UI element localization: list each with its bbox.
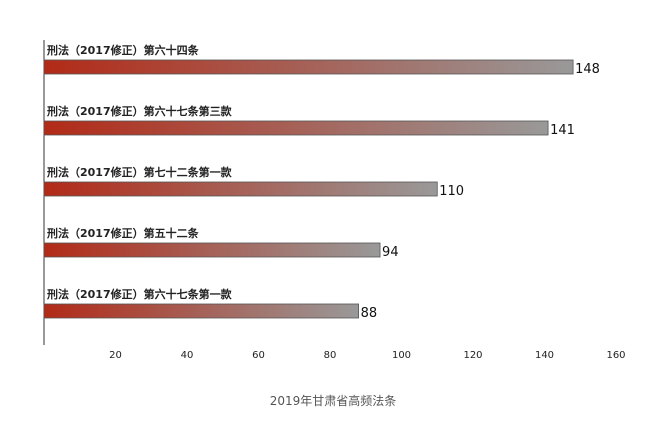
x-axis-title: 2019年甘肃省高频法条 [270,393,397,408]
x-tick-label: 80 [324,350,337,361]
bar [43,59,574,75]
category-label: 刑法（2017修正）第六十七条第一款 [47,287,233,301]
x-tick-label: 40 [181,350,194,361]
value-label: 110 [439,184,464,199]
bar [43,242,381,258]
value-label: 141 [550,123,575,138]
bar [43,303,360,319]
value-label: 148 [575,62,600,77]
bar [43,120,549,136]
x-tick-label: 20 [109,350,122,361]
x-tick-label: 60 [252,350,265,361]
bar [43,181,438,197]
category-label: 刑法（2017修正）第六十四条 [47,43,200,57]
category-label: 刑法（2017修正）第五十二条 [47,226,200,240]
x-tick-label: 160 [606,350,625,361]
x-tick-label: 140 [535,350,554,361]
category-label: 刑法（2017修正）第七十二条第一款 [47,165,233,179]
x-tick-label: 120 [463,350,482,361]
value-label: 94 [382,245,399,260]
category-label: 刑法（2017修正）第六十七条第三款 [47,104,233,118]
x-axis-ticks: 20 40 60 80 100 120 140 160 [109,350,625,361]
bars-group: 刑法（2017修正）第六十四条 148 刑法（2017修正）第六十七条第三款 141 刑… [43,43,600,321]
value-label: 88 [361,306,378,321]
x-tick-label: 100 [392,350,411,361]
